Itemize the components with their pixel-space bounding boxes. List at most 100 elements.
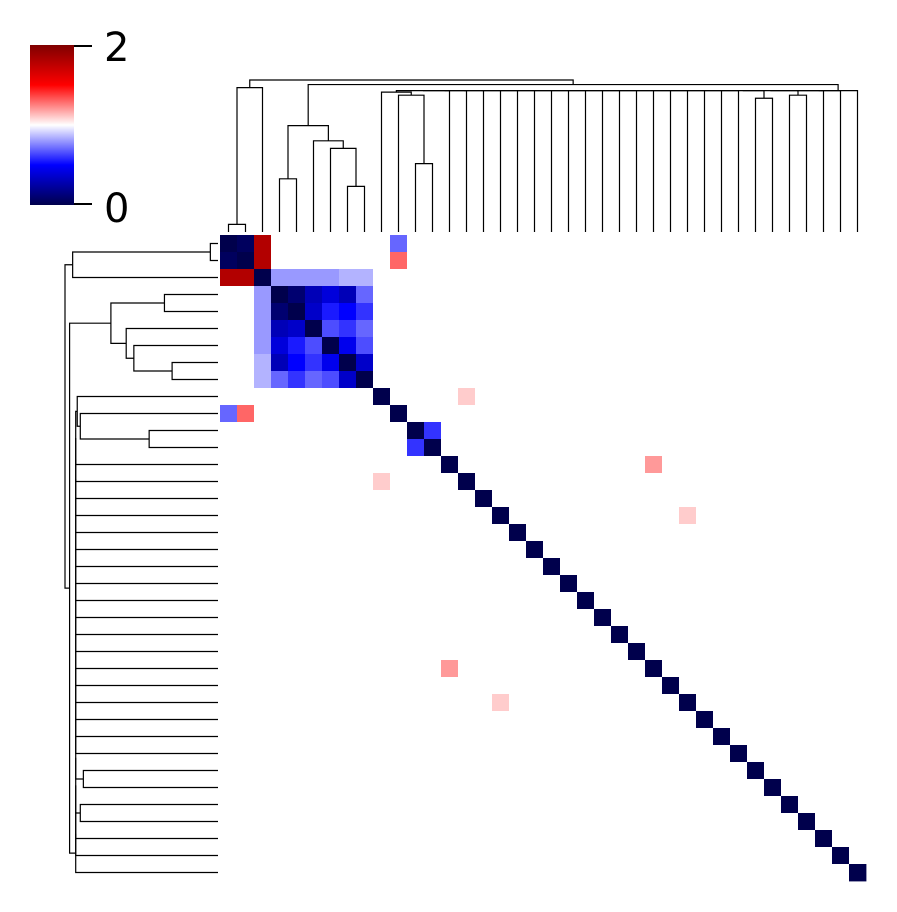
heatmap-cell [305,371,323,389]
heatmap-cell [373,745,391,763]
heatmap-cell [849,660,867,678]
heatmap-cell [594,558,612,576]
heatmap-cell [747,269,765,287]
heatmap-cell [815,303,833,321]
heatmap-cell [509,337,527,355]
heatmap-cell [679,813,697,831]
heatmap-cell [662,677,680,695]
heatmap-cell [815,813,833,831]
heatmap-cell [696,762,714,780]
heatmap-cell [458,694,476,712]
heatmap-cell [628,354,646,372]
heatmap-cell [237,711,255,729]
heatmap-cell [356,575,374,593]
heatmap-cell [322,694,340,712]
heatmap-cell [288,830,306,848]
heatmap-cell [390,286,408,304]
heatmap-cell [747,762,765,780]
heatmap-cell [424,490,442,508]
heatmap-cell [560,303,578,321]
heatmap-cell [628,745,646,763]
heatmap-cell [662,337,680,355]
heatmap-cell [373,864,391,882]
heatmap-cell [594,694,612,712]
heatmap-cell [475,592,493,610]
heatmap-cell [288,745,306,763]
heatmap-cell [594,847,612,865]
heatmap-cell [645,490,663,508]
heatmap-cell [560,235,578,253]
heatmap-cell [458,847,476,865]
heatmap-cell [254,524,272,542]
heatmap-cell [339,728,357,746]
heatmap-cell [526,728,544,746]
heatmap-cell [441,779,459,797]
heatmap-cell [441,575,459,593]
heatmap-cell [798,473,816,491]
heatmap-cell [305,677,323,695]
heatmap-cell [458,354,476,372]
heatmap-cell [798,643,816,661]
heatmap-cell [815,388,833,406]
heatmap-cell [815,354,833,372]
heatmap-cell [305,813,323,831]
heatmap-cell [849,303,867,321]
heatmap-cell [475,575,493,593]
heatmap-cell [543,490,561,508]
heatmap-cell [713,422,731,440]
heatmap-cell [764,388,782,406]
heatmap-cell [713,660,731,678]
heatmap-cell [679,626,697,644]
heatmap-cell [526,541,544,559]
heatmap-cell [254,303,272,321]
heatmap-cell [815,524,833,542]
heatmap-cell [356,643,374,661]
heatmap-cell [441,388,459,406]
heatmap-cell [781,337,799,355]
heatmap-cell [237,320,255,338]
heatmap-cell [764,235,782,253]
heatmap-cell [492,303,510,321]
heatmap-cell [577,643,595,661]
heatmap-cell [492,269,510,287]
heatmap-cell [543,830,561,848]
heatmap-cell [271,269,289,287]
heatmap-cell [611,405,629,423]
heatmap-cell [594,490,612,508]
heatmap-cell [730,252,748,270]
heatmap-cell [815,609,833,627]
heatmap-cell [628,711,646,729]
dendrogram-link [75,811,218,857]
heatmap-cell [713,371,731,389]
heatmap-cell [339,456,357,474]
heatmap-cell [288,677,306,695]
heatmap-cell [220,286,238,304]
heatmap-cell [373,269,391,287]
heatmap-cell [543,541,561,559]
heatmap-cell [441,507,459,525]
heatmap-cell [645,320,663,338]
heatmap-cell [271,354,289,372]
heatmap-cell [713,609,731,627]
heatmap-cell [271,609,289,627]
heatmap-cell [832,286,850,304]
heatmap-cell [373,592,391,610]
dendrogram-link [754,97,774,232]
heatmap-cell [645,677,663,695]
heatmap-cell [356,456,374,474]
heatmap-cell [492,235,510,253]
heatmap-cell [288,728,306,746]
heatmap-cell [407,439,425,457]
dendrogram-link [346,185,366,232]
heatmap-cell [849,813,867,831]
heatmap-cell [526,779,544,797]
heatmap-cell [475,660,493,678]
heatmap-cell [254,541,272,559]
heatmap-cell [407,711,425,729]
heatmap-cell [356,864,374,882]
heatmap-cell [458,439,476,457]
heatmap-cell [237,473,255,491]
heatmap-cell [781,524,799,542]
colorbar: 2 0 [30,25,129,232]
